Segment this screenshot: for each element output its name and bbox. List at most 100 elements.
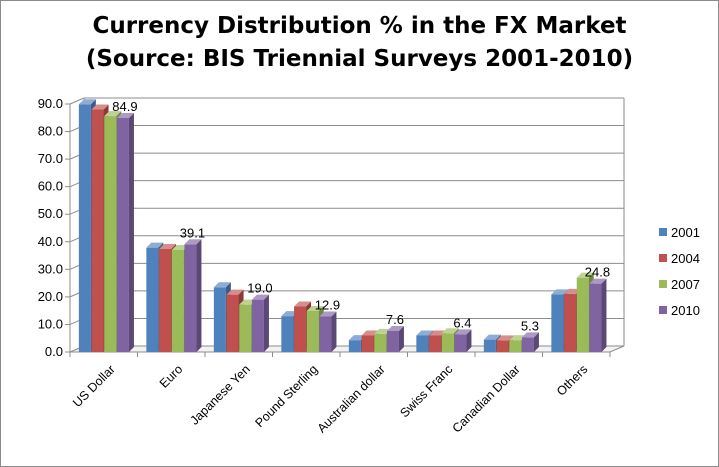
legend-swatch: [659, 228, 667, 236]
y-tick-label: 30.0: [38, 261, 63, 276]
bar-top: [159, 243, 177, 249]
y-tick-label: 80.0: [38, 124, 63, 139]
gridline-side: [69, 97, 85, 105]
bar-face: [319, 316, 332, 352]
legend-swatch: [659, 306, 667, 314]
bar-side: [533, 332, 539, 352]
bar-top: [226, 289, 244, 295]
bar: [521, 332, 539, 352]
bar-face: [441, 333, 454, 352]
chart-title-line-1: Currency Distribution % in the FX Market: [92, 13, 627, 39]
bar-top: [78, 99, 96, 105]
legend-label: 2010: [671, 303, 700, 318]
bar-top: [306, 305, 324, 311]
bar-face: [159, 248, 172, 352]
data-label: 12.9: [315, 297, 340, 312]
bar-face: [429, 335, 442, 352]
data-label: 5.3: [521, 318, 539, 333]
data-label: 7.6: [386, 312, 404, 327]
bar: [251, 294, 269, 352]
bar-face: [91, 109, 104, 352]
y-tick-label: 90.0: [38, 96, 63, 111]
bar-top: [416, 330, 434, 336]
bar-face: [374, 333, 387, 352]
bar-face: [146, 247, 159, 352]
bar-face: [104, 116, 117, 352]
bar-top: [251, 294, 269, 300]
legend-label: 2004: [671, 251, 700, 266]
bar-side: [466, 329, 472, 352]
chart-title-line-2: (Source: BIS Triennial Surveys 2001-2010…: [85, 46, 634, 72]
bar-face: [78, 104, 91, 352]
bar-top: [104, 111, 122, 117]
y-tick-label: 60.0: [38, 179, 63, 194]
bar-top: [184, 239, 202, 245]
y-tick-label: 20.0: [38, 289, 63, 304]
bar-face: [483, 339, 496, 352]
x-axis-categories: US Dollar Euro Japanese Yen Pound SterlingA…: [69, 352, 611, 436]
bar-face: [496, 340, 509, 352]
bar-face: [361, 335, 374, 352]
bar: [386, 326, 404, 352]
bar-face: [589, 283, 602, 352]
y-tick-label: 40.0: [38, 234, 63, 249]
data-label: 84.9: [112, 99, 137, 114]
category-label: Swiss Franc: [397, 362, 455, 420]
legend: 2001 2004 2007 2010: [659, 225, 700, 318]
bar: [319, 311, 337, 352]
bar-face: [226, 294, 239, 352]
bar-face: [521, 337, 534, 352]
bar-face: [576, 277, 589, 352]
bar-face: [564, 293, 577, 352]
bar-top: [589, 278, 607, 284]
bar-top: [483, 334, 501, 340]
data-label: 19.0: [247, 281, 272, 296]
bar-top: [319, 311, 337, 317]
category-label: Canadian Dollar: [450, 362, 523, 435]
bar-face: [239, 304, 252, 352]
bar-top: [116, 113, 134, 119]
bar-side: [398, 326, 404, 352]
bar-face: [551, 294, 564, 352]
bar: [116, 113, 134, 352]
bar-face: [116, 118, 129, 352]
bar-face: [213, 287, 226, 352]
bar-top: [551, 289, 569, 295]
y-tick-label: 10.0: [38, 316, 63, 331]
bars: [78, 99, 607, 352]
bar-face: [171, 250, 184, 352]
category-label: Euro: [157, 362, 186, 391]
bar-top: [576, 272, 594, 278]
category-label: Australian dollar: [315, 362, 388, 435]
bar-side: [263, 294, 269, 352]
bar-face: [184, 244, 197, 352]
bar-face: [416, 335, 429, 352]
bar-side: [196, 239, 202, 352]
bar-face: [251, 299, 264, 352]
bar-top: [386, 326, 404, 332]
bar-face: [454, 334, 467, 352]
category-label: US Dollar: [70, 362, 118, 410]
legend-swatch: [659, 254, 667, 262]
bar-side: [128, 113, 134, 352]
bar-face: [281, 316, 294, 352]
legend-label: 2001: [671, 225, 700, 240]
bar-top: [213, 282, 231, 288]
category-label: Japanese Yen: [187, 362, 252, 427]
data-label: 24.8: [585, 265, 610, 280]
bar-face: [306, 310, 319, 352]
bar: [589, 278, 607, 352]
bar-top: [441, 328, 459, 334]
data-label: 6.4: [453, 315, 471, 330]
y-tick-label: 0.0: [45, 344, 63, 359]
bar: [454, 329, 472, 352]
bar-top: [454, 329, 472, 335]
bar-face: [386, 331, 399, 352]
category-label: Pound Sterling: [252, 362, 320, 430]
chart-title: Currency Distribution % in the FX Market…: [0, 10, 719, 76]
bar-face: [509, 340, 522, 352]
bar-face: [294, 306, 307, 352]
y-tick-label: 50.0: [38, 206, 63, 221]
data-labels: 84.9 39.1 19.0 12.9 7.6 6.4 5.3 24.8: [112, 99, 610, 333]
